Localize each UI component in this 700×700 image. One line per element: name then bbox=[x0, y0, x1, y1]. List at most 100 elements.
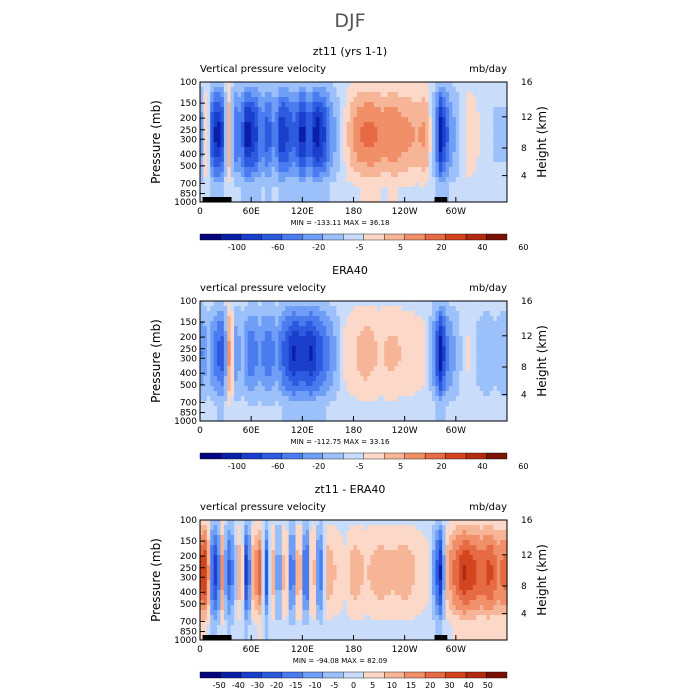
field-cell bbox=[309, 97, 314, 103]
field-cell bbox=[391, 376, 396, 382]
field-cell bbox=[452, 192, 457, 198]
field-cell bbox=[373, 336, 378, 342]
field-cell bbox=[469, 356, 474, 362]
field-cell bbox=[353, 102, 358, 108]
field-cell bbox=[244, 162, 249, 168]
field-cell bbox=[356, 381, 361, 387]
field-cell bbox=[373, 112, 378, 118]
field-cell bbox=[469, 192, 474, 198]
field-cell bbox=[339, 122, 344, 128]
field-cell bbox=[309, 102, 314, 108]
field-cell bbox=[493, 331, 498, 337]
field-cell bbox=[336, 102, 341, 108]
field-cell bbox=[237, 386, 242, 392]
field-cell bbox=[227, 615, 232, 621]
field-cell bbox=[234, 162, 239, 168]
field-cell bbox=[261, 331, 266, 337]
field-cell bbox=[261, 112, 266, 118]
field-cell bbox=[251, 351, 256, 357]
field-cell bbox=[343, 381, 348, 387]
field-cell bbox=[240, 182, 245, 188]
field-cell bbox=[391, 306, 396, 312]
field-cell bbox=[230, 127, 235, 133]
field-cell bbox=[220, 540, 225, 546]
contour-field bbox=[200, 520, 508, 641]
field-cell bbox=[384, 336, 389, 342]
field-cell bbox=[261, 406, 266, 412]
field-cell bbox=[500, 152, 505, 158]
field-cell bbox=[254, 560, 259, 566]
field-cell bbox=[326, 411, 331, 417]
field-cell bbox=[431, 122, 436, 128]
field-cell bbox=[261, 122, 266, 128]
field-cell bbox=[268, 545, 273, 551]
field-cell bbox=[268, 87, 273, 93]
field-cell bbox=[391, 152, 396, 158]
field-cell bbox=[227, 346, 232, 352]
field-cell bbox=[476, 97, 481, 103]
field-cell bbox=[234, 351, 239, 357]
field-cell bbox=[285, 167, 290, 173]
field-cell bbox=[213, 102, 218, 108]
field-cell bbox=[455, 152, 460, 158]
field-cell bbox=[394, 122, 399, 128]
field-cell bbox=[500, 416, 505, 422]
field-cell bbox=[346, 107, 351, 113]
field-cell bbox=[312, 92, 317, 98]
field-cell bbox=[472, 177, 477, 183]
field-cell bbox=[459, 152, 464, 158]
field-cell bbox=[268, 167, 273, 173]
field-cell bbox=[401, 411, 406, 417]
colorbar-label: -60 bbox=[271, 243, 284, 252]
field-cell bbox=[213, 162, 218, 168]
field-cell bbox=[217, 406, 222, 412]
field-cell bbox=[305, 182, 310, 188]
field-cell bbox=[237, 316, 242, 322]
field-cell bbox=[500, 406, 505, 412]
field-cell bbox=[315, 172, 320, 178]
field-cell bbox=[363, 401, 368, 407]
field-cell bbox=[275, 371, 280, 377]
field-cell bbox=[213, 391, 218, 397]
field-cell bbox=[421, 97, 426, 103]
field-cell bbox=[418, 177, 423, 183]
field-cell bbox=[397, 142, 402, 148]
field-cell bbox=[496, 331, 501, 337]
field-cell bbox=[309, 401, 314, 407]
field-cell bbox=[380, 306, 385, 312]
field-cell bbox=[343, 127, 348, 133]
field-cell bbox=[449, 152, 454, 158]
field-cell bbox=[305, 336, 310, 342]
field-cell bbox=[322, 107, 327, 113]
field-cell bbox=[220, 411, 225, 417]
field-cell bbox=[203, 376, 208, 382]
field-cell bbox=[257, 416, 262, 422]
field-cell bbox=[251, 590, 256, 596]
field-cell bbox=[343, 311, 348, 317]
field-cell bbox=[271, 401, 276, 407]
field-cell bbox=[411, 341, 416, 347]
field-cell bbox=[418, 331, 423, 337]
field-cell bbox=[295, 102, 300, 108]
field-cell bbox=[271, 97, 276, 103]
field-cell bbox=[472, 102, 477, 108]
field-cell bbox=[401, 381, 406, 387]
field-cell bbox=[329, 396, 334, 402]
field-cell bbox=[346, 92, 351, 98]
field-cell bbox=[298, 177, 303, 183]
field-cell bbox=[500, 167, 505, 173]
field-cell bbox=[322, 87, 327, 93]
field-cell bbox=[223, 565, 228, 571]
field-cell bbox=[370, 197, 375, 203]
colorbar-swatch bbox=[343, 233, 364, 241]
field-cell bbox=[445, 167, 450, 173]
field-cell bbox=[418, 82, 423, 88]
field-cell bbox=[496, 316, 501, 322]
field-cell bbox=[261, 550, 266, 556]
field-cell bbox=[210, 187, 215, 193]
field-cell bbox=[210, 386, 215, 392]
field-cell bbox=[203, 92, 208, 98]
field-cell bbox=[438, 391, 443, 397]
y-tick-label: 100 bbox=[180, 297, 197, 307]
field-cell bbox=[230, 615, 235, 621]
